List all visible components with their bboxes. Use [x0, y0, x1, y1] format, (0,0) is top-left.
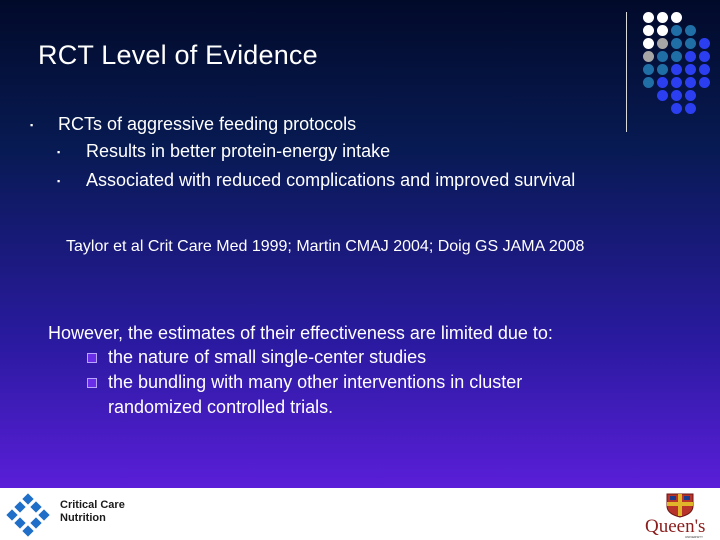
queens-crest-icon — [666, 493, 694, 518]
decorative-dot — [685, 38, 696, 49]
decorative-dot — [685, 103, 696, 114]
limitation-2: the bundling with many other interventio… — [108, 372, 523, 392]
bullet-marker: ▪ — [30, 120, 34, 130]
footer-bar: Critical Care Nutrition Queen's UNIVERSI… — [0, 488, 720, 540]
decorative-dot-grid — [643, 12, 715, 118]
limitation-2-continued: randomized controlled trials. — [108, 397, 334, 417]
main-bullet: RCTs of aggressive feeding protocols — [58, 114, 357, 134]
decorative-dot — [699, 51, 710, 62]
decorative-dot — [643, 51, 654, 62]
square-bullet-icon — [87, 378, 97, 388]
decorative-dot — [699, 64, 710, 75]
decorative-dot — [671, 77, 682, 88]
decorative-dot — [657, 90, 668, 101]
decorative-dot — [699, 38, 710, 49]
decorative-dot — [643, 12, 654, 23]
decorative-dot — [671, 12, 682, 23]
decorative-dot — [685, 64, 696, 75]
decorative-dot — [699, 77, 710, 88]
decorative-dot — [643, 64, 654, 75]
limitation-1: the nature of small single-center studie… — [108, 347, 427, 367]
ccn-wordmark: Critical Care Nutrition — [60, 499, 125, 524]
decorative-dot — [657, 25, 668, 36]
references: Taylor et al Crit Care Med 1999; Martin … — [66, 238, 585, 255]
decorative-dot — [643, 77, 654, 88]
slide-area: RCT Level of Evidence ▪ RCTs of aggressi… — [0, 0, 720, 488]
sub-bullet-marker: ▪ — [57, 176, 61, 186]
critical-care-nutrition-logo — [6, 493, 50, 537]
decorative-dot — [685, 25, 696, 36]
queens-wordmark: Queen's — [645, 516, 706, 537]
queens-subtitle: UNIVERSITY — [685, 535, 704, 539]
decorative-dot — [657, 64, 668, 75]
decorative-dot — [643, 25, 654, 36]
decorative-dot — [671, 64, 682, 75]
square-bullet-icon — [87, 353, 97, 363]
sub-bullet-marker: ▪ — [57, 147, 61, 157]
decorative-dot — [657, 38, 668, 49]
decorative-dot — [657, 51, 668, 62]
decorative-dot — [671, 38, 682, 49]
sub-bullet-1: Results in better protein-energy intake — [86, 141, 391, 161]
decorative-dot — [685, 90, 696, 101]
sub-bullet-2: Associated with reduced complications an… — [86, 170, 576, 190]
decorative-dot — [671, 103, 682, 114]
decorative-dot — [657, 12, 668, 23]
however-heading: However, the estimates of their effectiv… — [48, 323, 553, 343]
decorative-dot — [671, 90, 682, 101]
slide-title: RCT Level of Evidence — [38, 40, 318, 70]
decorative-dot — [685, 77, 696, 88]
decorative-dot — [671, 51, 682, 62]
decorative-dot — [657, 77, 668, 88]
decorative-dot — [643, 38, 654, 49]
decorative-dot — [685, 51, 696, 62]
decorative-dot — [671, 25, 682, 36]
vertical-divider — [626, 12, 627, 132]
queens-university-logo: Queen's UNIVERSITY — [643, 490, 717, 539]
